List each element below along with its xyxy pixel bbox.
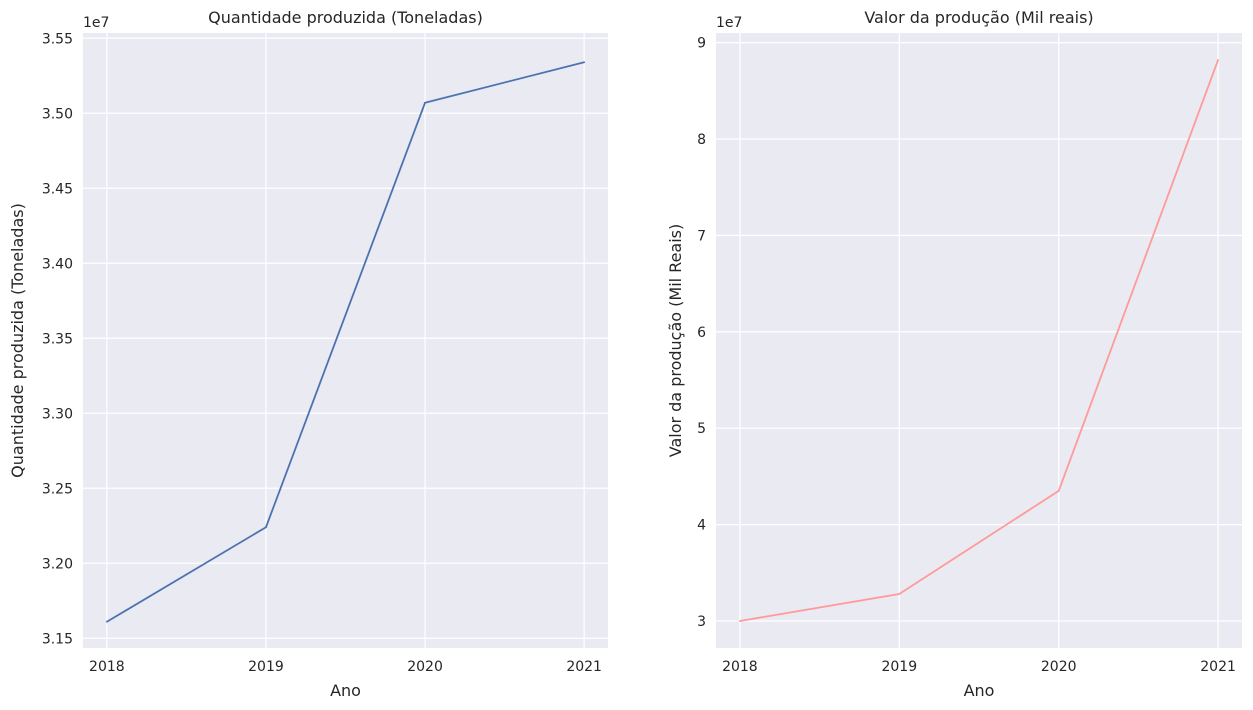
x-tick-label: 2018 (722, 659, 758, 675)
y-tick-label: 7 (697, 228, 706, 244)
x-tick-label: 2021 (566, 659, 602, 675)
series-line (106, 61, 585, 623)
y-tick-label: 3.15 (42, 631, 73, 647)
y-tick-label: 3 (697, 614, 706, 630)
y-offset-label: 1e7 (716, 15, 742, 31)
series-marks (105, 61, 586, 623)
data-point (898, 593, 901, 595)
y-tick-label: 9 (697, 36, 706, 52)
y-offset-label: 1e7 (83, 15, 109, 31)
y-tick-label: 3.40 (42, 256, 73, 272)
gridlines (83, 33, 608, 648)
value-subplot: 2018 2019 2020 2021 3 4 5 6 7 8 9 Valor da produçã… (666, 8, 1242, 700)
plot-area-background (716, 33, 1242, 648)
x-tick-label: 2020 (407, 659, 443, 675)
y-axis-label: Valor da produção (Mil Reais) (666, 224, 685, 458)
x-tick-label: 2020 (1041, 659, 1077, 675)
y-axis-label: Quantidade produzida (Toneladas) (8, 203, 27, 478)
x-tick-label: 2019 (248, 659, 284, 675)
y-tick-label: 6 (697, 325, 706, 341)
data-point (265, 526, 267, 529)
series-line (739, 59, 1219, 622)
series-marks (739, 59, 1219, 622)
y-tick-label: 4 (697, 518, 706, 534)
data-point (1057, 489, 1060, 492)
y-tick-label: 3.25 (42, 481, 73, 497)
quantity-subplot: 2018 2019 2020 2021 3.15 3.20 3.25 3.30 3.35 3.40… (8, 8, 608, 700)
y-tick-label: 3.35 (42, 331, 73, 347)
gridlines (716, 33, 1242, 648)
y-tick-label: 5 (697, 421, 706, 437)
plot-area-background (83, 33, 608, 648)
tick-labels: 2018 2019 2020 2021 3.15 3.20 3.25 3.30 3.35 3.40… (42, 31, 602, 675)
y-tick-label: 3.30 (42, 406, 73, 422)
y-tick-label: 3.45 (42, 181, 73, 197)
chart-title: Quantidade produzida (Toneladas) (208, 8, 483, 27)
data-point (583, 61, 586, 64)
x-tick-label: 2018 (89, 659, 125, 675)
chart-title: Valor da produção (Mil reais) (864, 8, 1093, 27)
data-point (424, 101, 426, 104)
x-tick-label: 2021 (1200, 659, 1236, 675)
tick-labels: 2018 2019 2020 2021 3 4 5 6 7 8 9 (697, 36, 1236, 675)
data-point (1217, 59, 1219, 61)
data-point (105, 620, 108, 623)
x-tick-label: 2019 (881, 659, 917, 675)
y-tick-label: 8 (697, 132, 706, 148)
y-tick-label: 3.55 (42, 31, 73, 47)
y-tick-label: 3.20 (42, 556, 73, 572)
x-axis-label: Ano (964, 681, 995, 700)
y-tick-label: 3.50 (42, 106, 73, 122)
data-point (739, 620, 741, 622)
x-axis-label: Ano (330, 681, 361, 700)
